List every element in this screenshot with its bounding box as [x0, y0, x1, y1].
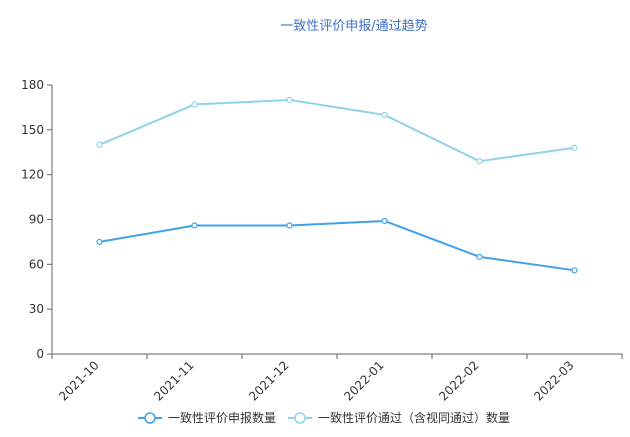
data-point-series-2[interactable] [476, 158, 483, 165]
data-point-series-2[interactable] [286, 96, 293, 104]
data-point-series-1[interactable] [476, 253, 483, 260]
y-tick-label: 120 [21, 168, 44, 182]
x-tick-label: 2021-12 [246, 358, 291, 403]
data-point-series-1[interactable] [571, 267, 578, 274]
data-point-series-2[interactable] [381, 111, 388, 118]
y-tick-label: 150 [21, 123, 44, 137]
series-line-1 [99, 219, 575, 272]
series-line-2 [99, 98, 575, 163]
legend-label: 一致性评价申报数量 [168, 410, 276, 425]
y-tick-label: 90 [29, 213, 44, 227]
legend-swatch-marker [294, 412, 306, 424]
data-point-series-2[interactable] [571, 144, 578, 151]
series-layer [96, 96, 578, 274]
legend-item-2[interactable]: 一致性评价通过（含视同通过）数量 [288, 410, 510, 425]
legend-swatch-marker [144, 412, 156, 424]
legend-item-1[interactable]: 一致性评价申报数量 [138, 410, 276, 425]
legend-label: 一致性评价通过（含视同通过）数量 [318, 410, 510, 425]
data-point-series-2[interactable] [96, 141, 103, 148]
x-tick-label: 2021-10 [56, 358, 101, 403]
x-tick-label: 2022-03 [531, 358, 576, 403]
data-point-series-1[interactable] [96, 238, 103, 246]
data-point-series-1[interactable] [381, 217, 388, 225]
data-point-series-2[interactable] [191, 101, 198, 108]
y-tick-label: 30 [29, 302, 44, 316]
data-point-series-1[interactable] [191, 222, 198, 229]
x-tick-label: 2022-01 [341, 358, 386, 403]
legend[interactable]: 一致性评价申报数量 一致性评价通过（含视同通过）数量 [138, 410, 510, 425]
data-point-series-1[interactable] [286, 222, 293, 229]
y-tick-label: 180 [21, 78, 44, 92]
y-tick-label: 0 [36, 347, 44, 361]
x-tick-label: 2021-11 [151, 358, 196, 403]
x-tick-label: 2022-02 [436, 358, 481, 403]
y-tick-label: 60 [29, 257, 44, 271]
chart-title: 一致性评价申报/通过趋势 [280, 18, 427, 34]
